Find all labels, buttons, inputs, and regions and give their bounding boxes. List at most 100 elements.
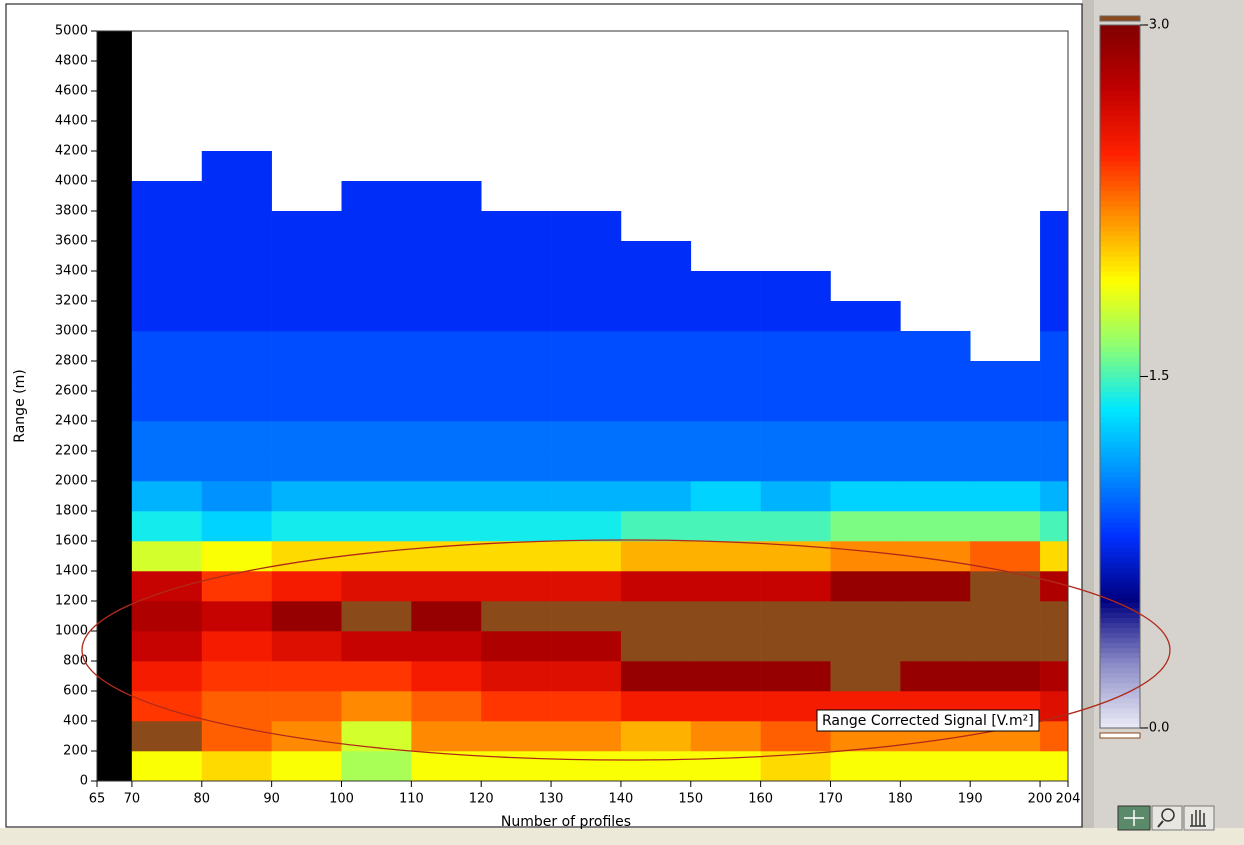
heatmap-cell xyxy=(760,391,831,422)
heatmap-cell xyxy=(131,301,203,332)
heatmap-cell xyxy=(341,481,412,512)
heatmap-cell xyxy=(341,451,412,482)
zoom-tool[interactable] xyxy=(1151,805,1183,831)
colorbar-tick-label: -1.5 xyxy=(1144,369,1169,384)
heatmap-cell xyxy=(271,271,342,302)
heatmap-cell xyxy=(690,331,761,362)
heatmap-cell xyxy=(201,721,272,752)
colorbar-step xyxy=(1100,336,1140,342)
heatmap-cell xyxy=(201,661,272,692)
colorbar-step xyxy=(1100,451,1140,458)
heatmap-cell xyxy=(201,571,272,602)
colorbar-step xyxy=(1100,341,1140,347)
heatmap-cell xyxy=(131,751,203,782)
heatmap-cell xyxy=(131,541,203,572)
colorbar-step xyxy=(1100,230,1140,237)
heatmap-cell xyxy=(900,571,971,602)
colorbar-step xyxy=(1100,456,1140,463)
colorbar-step xyxy=(1100,587,1140,593)
heatmap-cell xyxy=(481,361,552,392)
heatmap-cell xyxy=(551,751,622,782)
colorbar-step xyxy=(1100,602,1140,608)
heatmap-cell xyxy=(830,361,901,392)
heatmap-cell xyxy=(201,331,272,362)
y-tick-label: 1600 xyxy=(55,534,88,549)
y-tick-label: 400 xyxy=(63,714,88,729)
colorbar-step xyxy=(1100,592,1140,598)
bottom-strip xyxy=(0,828,1244,845)
heatmap-cell xyxy=(551,271,622,302)
colorbar-step xyxy=(1100,286,1140,292)
heatmap-cell xyxy=(760,661,831,692)
colorbar-step xyxy=(1100,220,1140,227)
heatmap-cell xyxy=(690,541,761,572)
heatmap-cell xyxy=(481,511,552,542)
colorbar-step xyxy=(1100,411,1140,418)
y-tick-label: 1200 xyxy=(55,594,88,609)
heatmap-cell xyxy=(481,331,552,362)
heatmap-cell xyxy=(201,151,272,182)
y-tick-label: 3600 xyxy=(55,234,88,249)
colorbar-step xyxy=(1100,140,1140,147)
x-tick-label: 65 xyxy=(89,792,106,807)
y-tick-label: 1000 xyxy=(55,624,88,639)
heatmap-cell xyxy=(551,631,622,662)
heatmap-cell xyxy=(131,451,203,482)
heatmap-cell xyxy=(481,301,552,332)
heatmap-cell xyxy=(830,301,901,332)
heatmap-cell xyxy=(341,601,412,632)
colorbar-step xyxy=(1100,627,1140,634)
colorbar-step xyxy=(1100,371,1140,377)
colorbar-step xyxy=(1100,582,1140,588)
heatmap-cell xyxy=(620,271,692,302)
colorbar-step xyxy=(1100,30,1140,36)
colorbar-step xyxy=(1100,120,1140,126)
colorbar-step xyxy=(1100,471,1140,478)
heatmap-cell xyxy=(481,391,552,422)
heatmap-cell xyxy=(271,451,342,482)
y-tick-label: 1400 xyxy=(55,564,88,579)
pan-icon xyxy=(1190,810,1206,827)
heatmap-cell xyxy=(271,511,342,542)
colorbar-step xyxy=(1100,85,1140,91)
colorbar-step xyxy=(1100,301,1140,307)
heatmap-cell xyxy=(900,511,971,542)
heatmap-cell xyxy=(690,391,761,422)
plot-border xyxy=(96,30,1069,782)
heatmap-cell xyxy=(481,421,552,452)
heatmap-cell xyxy=(1040,661,1069,692)
x-tick-label: 90 xyxy=(263,792,280,807)
colorbar-step xyxy=(1100,105,1140,111)
y-tick-label: 200 xyxy=(63,744,88,759)
heatmap-cell xyxy=(551,361,622,392)
heatmap-cell xyxy=(970,481,1041,512)
y-tick-label: 2200 xyxy=(55,444,88,459)
heatmap-cell xyxy=(1040,301,1069,332)
x-tick-label: 200 xyxy=(1028,792,1053,807)
heatmap-cell xyxy=(970,361,1041,392)
colorbar-step xyxy=(1100,351,1140,357)
colorbar-step xyxy=(1100,75,1140,81)
heatmap-cell xyxy=(481,541,552,572)
y-tick-label: 0 xyxy=(80,774,88,789)
colorbar-step xyxy=(1100,175,1140,182)
heatmap-cell xyxy=(341,631,412,662)
heatmap-cell xyxy=(551,601,622,632)
colorbar-step xyxy=(1100,622,1140,629)
colorbar-step xyxy=(1100,321,1140,327)
y-tick-label: 4400 xyxy=(55,114,88,129)
colorbar-step xyxy=(1100,446,1140,453)
colorbar-step xyxy=(1100,517,1140,523)
heatmap-cell xyxy=(551,331,622,362)
heatmap-cell xyxy=(411,211,482,242)
heatmap-cell xyxy=(1040,391,1069,422)
heatmap-cell xyxy=(620,751,692,782)
heatmap-cell xyxy=(411,391,482,422)
colorbar-step xyxy=(1100,486,1140,493)
heatmap-cell xyxy=(760,451,831,482)
heatmap-cell xyxy=(830,511,901,542)
colorbar-step xyxy=(1100,466,1140,473)
colorbar-step xyxy=(1100,381,1140,388)
heatmap-cell xyxy=(760,511,831,542)
colorbar-step xyxy=(1100,637,1140,644)
